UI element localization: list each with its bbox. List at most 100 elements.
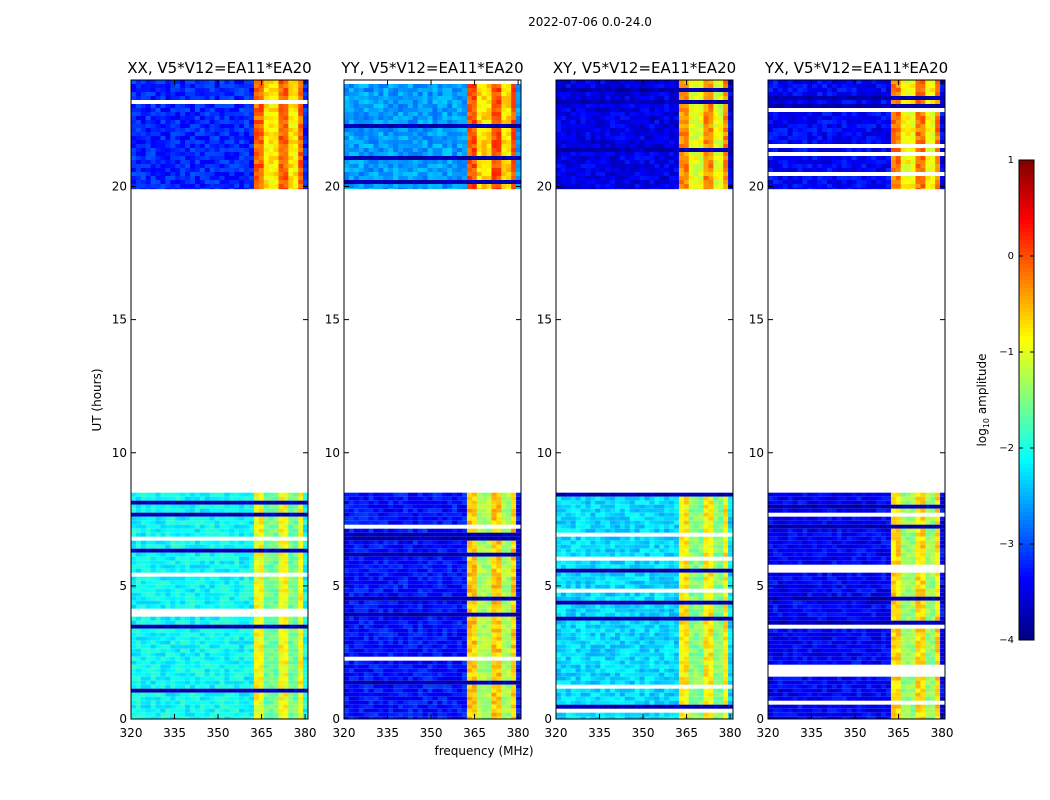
heatmap-cell bbox=[229, 500, 235, 505]
heatmap-cell bbox=[358, 672, 365, 677]
heatmap-cell bbox=[373, 584, 379, 589]
heatmap-cell bbox=[234, 140, 240, 144]
heatmap-cell bbox=[165, 116, 171, 120]
heatmap-cell bbox=[344, 548, 350, 553]
heatmap-cell bbox=[358, 624, 365, 629]
heatmap-cell bbox=[219, 160, 225, 164]
heatmap-cell bbox=[140, 584, 147, 589]
heatmap-cell bbox=[204, 184, 211, 188]
heatmap-cell bbox=[298, 544, 304, 549]
heatmap-cell bbox=[432, 500, 438, 505]
heatmap-cell bbox=[239, 584, 245, 589]
heatmap-cell bbox=[165, 180, 171, 184]
heatmap-cell bbox=[190, 584, 196, 589]
heatmap-cell bbox=[140, 596, 147, 601]
heatmap-cell bbox=[239, 668, 245, 673]
heatmap-cell bbox=[199, 628, 206, 633]
heatmap-cell bbox=[457, 716, 463, 719]
heatmap-cell bbox=[303, 552, 309, 557]
heatmap-cell bbox=[457, 552, 463, 557]
heatmap-cell bbox=[204, 92, 211, 96]
heatmap-cell bbox=[388, 556, 394, 561]
heatmap-cell bbox=[471, 668, 478, 673]
heatmap-cell bbox=[288, 144, 294, 148]
heatmap-cell bbox=[496, 556, 502, 561]
heatmap-cell bbox=[185, 624, 191, 629]
heatmap-cell bbox=[249, 500, 255, 505]
heatmap-cell bbox=[378, 520, 384, 525]
heatmap-cell bbox=[511, 644, 517, 649]
heatmap-cell bbox=[135, 520, 142, 525]
heatmap-cell bbox=[437, 572, 443, 577]
heatmap-cell bbox=[258, 600, 265, 605]
heatmap-cell bbox=[378, 592, 384, 597]
heatmap-cell bbox=[398, 660, 404, 665]
heatmap-cell bbox=[437, 528, 443, 533]
heatmap-cell bbox=[155, 580, 161, 585]
heatmap-cell bbox=[224, 692, 230, 697]
heatmap-cell bbox=[442, 500, 448, 505]
heatmap-cell bbox=[194, 104, 201, 108]
heatmap-cell bbox=[417, 584, 424, 589]
heatmap-cell bbox=[194, 624, 201, 629]
heatmap-cell bbox=[298, 164, 304, 168]
heatmap-cell bbox=[253, 704, 260, 709]
heatmap-cell bbox=[180, 640, 186, 645]
heatmap-cell bbox=[422, 680, 428, 685]
heatmap-cell bbox=[273, 588, 279, 593]
heatmap-cell bbox=[175, 640, 181, 645]
heatmap-cell bbox=[170, 96, 176, 100]
heatmap-cell bbox=[199, 104, 206, 108]
heatmap-cell bbox=[219, 112, 225, 116]
heatmap-cell bbox=[140, 112, 147, 116]
heatmap-cell bbox=[165, 632, 171, 637]
heatmap-cell bbox=[407, 532, 414, 537]
heatmap-cell bbox=[403, 684, 409, 689]
heatmap-cell bbox=[383, 576, 389, 581]
heatmap-cell bbox=[170, 652, 176, 657]
heatmap-cell bbox=[278, 600, 284, 605]
heatmap-cell bbox=[145, 512, 152, 517]
heatmap-cell bbox=[175, 152, 181, 156]
heatmap-cell bbox=[358, 648, 365, 653]
heatmap-cell bbox=[180, 512, 186, 517]
heatmap-cell bbox=[249, 96, 255, 100]
heatmap-cell bbox=[268, 556, 274, 561]
heatmap-cell bbox=[234, 524, 240, 529]
heatmap-cell bbox=[388, 644, 394, 649]
heatmap-cell bbox=[476, 572, 483, 577]
heatmap-cell bbox=[278, 88, 284, 92]
heatmap-cell bbox=[185, 576, 191, 581]
heatmap-cell bbox=[234, 508, 240, 513]
heatmap-cell bbox=[293, 560, 299, 565]
heatmap-cell bbox=[263, 132, 270, 136]
heatmap-cell bbox=[229, 616, 235, 621]
heatmap-cell bbox=[185, 84, 191, 88]
heatmap-cell bbox=[501, 640, 507, 645]
heatmap-cell bbox=[353, 692, 360, 697]
heatmap-cell bbox=[224, 540, 230, 545]
heatmap-cell bbox=[298, 600, 304, 605]
heatmap-cell bbox=[263, 108, 270, 112]
heatmap-cell bbox=[378, 504, 384, 509]
heatmap-cell bbox=[491, 532, 497, 537]
heatmap-cell bbox=[348, 616, 355, 621]
heatmap-cell bbox=[437, 568, 443, 573]
heatmap-cell bbox=[268, 124, 274, 128]
heatmap-cell bbox=[253, 668, 260, 673]
heatmap-cell bbox=[165, 576, 171, 581]
heatmap-cell bbox=[234, 640, 240, 645]
heatmap-cell bbox=[263, 188, 270, 190]
heatmap-cell bbox=[160, 660, 166, 665]
heatmap-cell bbox=[199, 688, 206, 693]
heatmap-cell bbox=[378, 692, 384, 697]
heatmap-cell bbox=[273, 716, 279, 719]
heatmap-cell bbox=[165, 104, 171, 108]
heatmap-cell bbox=[199, 144, 206, 148]
heatmap-cell bbox=[511, 84, 517, 88]
heatmap-cell bbox=[388, 552, 394, 557]
heatmap-cell bbox=[204, 676, 211, 681]
heatmap-cell bbox=[516, 700, 522, 705]
heatmap-cell bbox=[165, 184, 171, 188]
heatmap-cell bbox=[422, 612, 428, 617]
